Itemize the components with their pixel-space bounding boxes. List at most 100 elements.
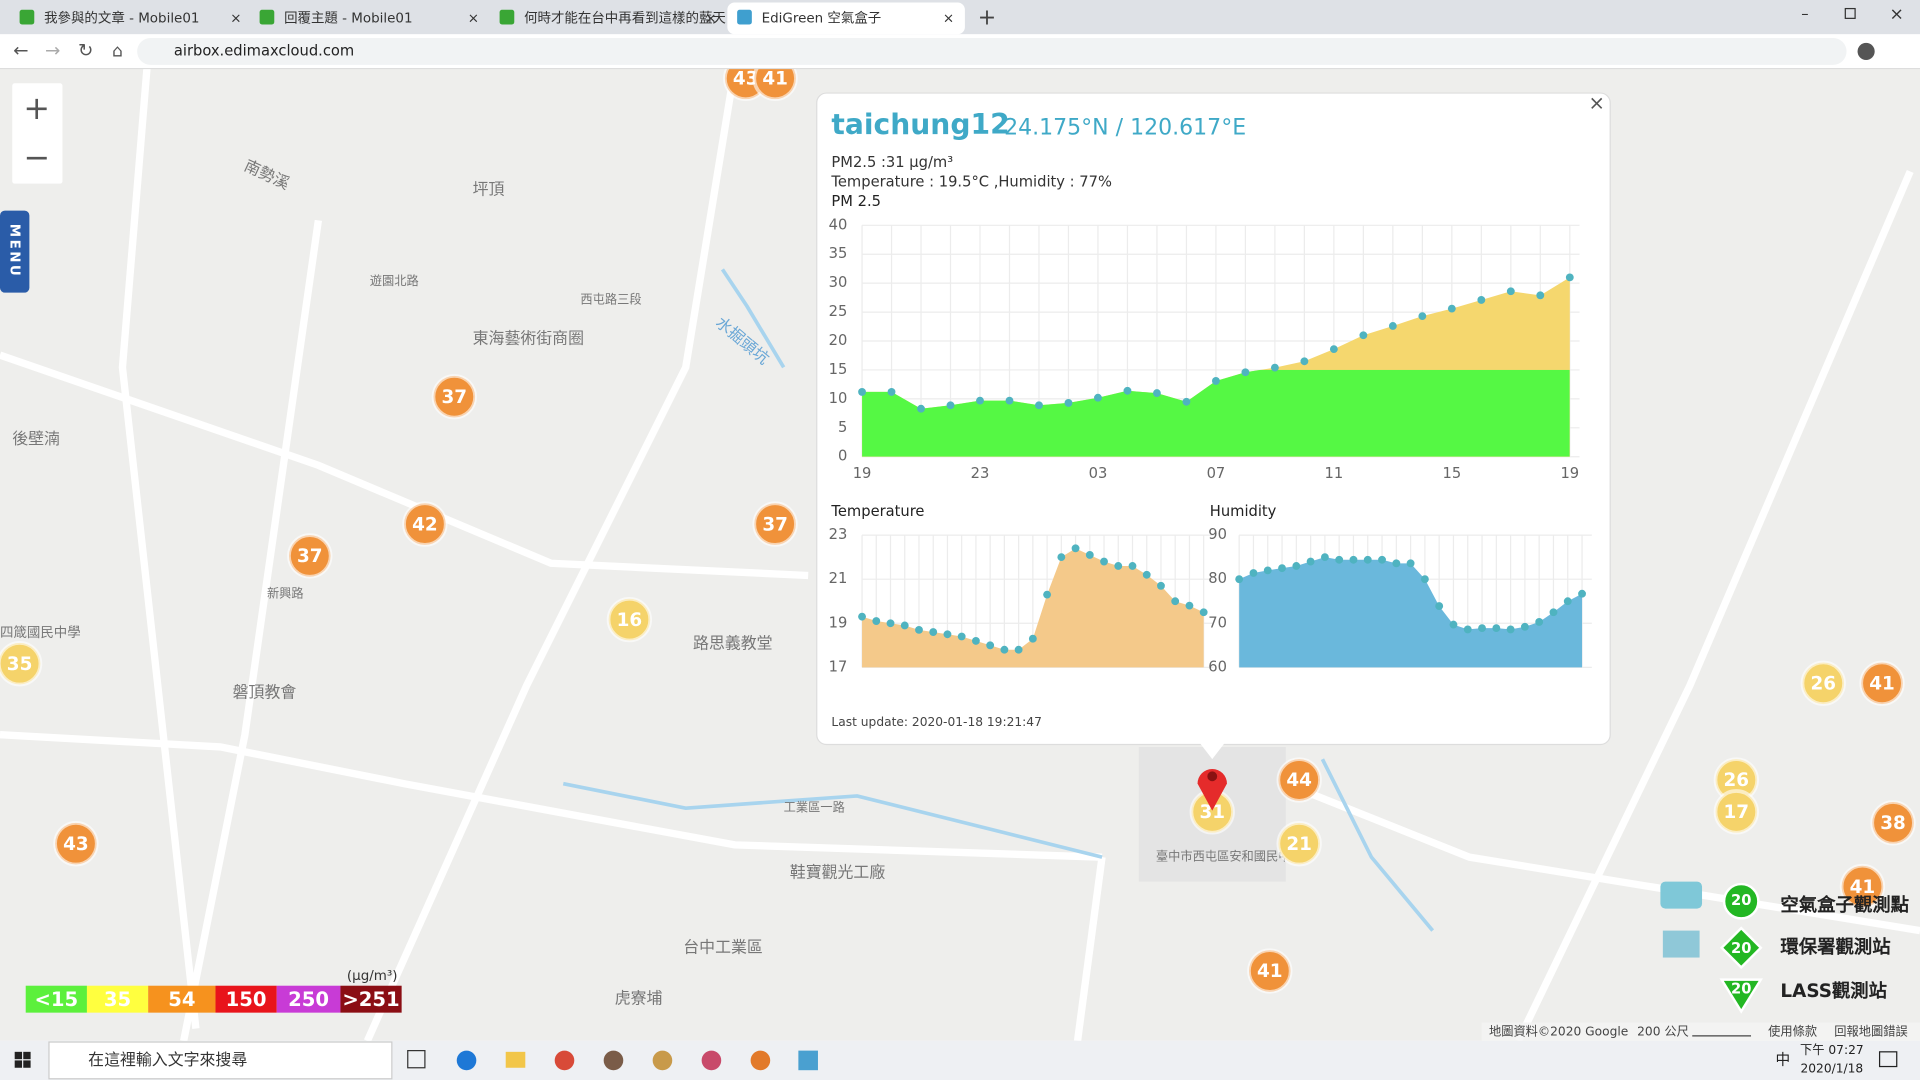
point [1506, 625, 1515, 634]
aqi-marker[interactable] [1276, 757, 1322, 803]
point [1014, 645, 1023, 654]
point [1477, 296, 1486, 304]
aqi-marker[interactable] [0, 641, 43, 687]
clock-date[interactable]: 2020/1/18 [1800, 1061, 1863, 1075]
tab-title[interactable]: EdiGreen 空氣盒子 [762, 9, 882, 26]
station-coords: 24.175°N / 120.617°E [1004, 116, 1246, 141]
point [886, 619, 895, 628]
maximize[interactable] [1844, 7, 1856, 19]
app[interactable] [750, 1050, 771, 1071]
point [1406, 559, 1415, 568]
omnibox[interactable] [137, 37, 1847, 65]
app[interactable] [407, 1050, 426, 1069]
point [1535, 618, 1544, 626]
y-tick-label: 17 [829, 658, 848, 675]
app[interactable] [701, 1050, 722, 1071]
point [1418, 312, 1427, 321]
badge-label: 20 [1731, 980, 1751, 997]
y-tick-label: 25 [829, 303, 848, 320]
map-label: 東海藝術街商圈 [473, 329, 584, 348]
tab-close[interactable]: × [705, 11, 716, 26]
aqi-marker-label: 41 [1850, 877, 1876, 898]
point [1235, 575, 1244, 584]
point [1114, 562, 1123, 570]
profile[interactable] [1857, 42, 1875, 60]
tab-close[interactable]: × [468, 11, 479, 26]
aqi-marker-label: 43 [63, 834, 89, 855]
point [929, 628, 938, 636]
minimize[interactable]: – [1801, 6, 1808, 23]
home[interactable]: ⌂ [112, 41, 123, 61]
aqi-marker[interactable] [606, 596, 653, 643]
aqi-marker[interactable] [752, 501, 798, 547]
aqi-marker[interactable] [1276, 821, 1322, 867]
aqi-marker[interactable] [402, 501, 448, 547]
app[interactable] [554, 1050, 575, 1071]
tab-close[interactable]: × [230, 11, 241, 26]
legend-label: <15 [34, 988, 78, 1011]
active-tab[interactable] [727, 2, 965, 35]
zoom-in[interactable]: + [23, 89, 50, 127]
point [1378, 555, 1386, 564]
app[interactable] [652, 1050, 673, 1071]
map-label: 後壁湳 [12, 429, 60, 448]
point [1263, 566, 1272, 575]
epa-icon [1662, 930, 1700, 958]
close-button[interactable]: × [1589, 92, 1605, 115]
favicon [259, 9, 275, 25]
zoom-out[interactable]: − [23, 138, 50, 176]
point [1171, 597, 1180, 606]
app[interactable] [603, 1050, 624, 1071]
reload[interactable]: ↻ [78, 40, 93, 61]
map-label: 遊園北路 [370, 273, 419, 288]
point [1005, 396, 1014, 405]
app[interactable] [505, 1051, 526, 1068]
search-box[interactable] [48, 1041, 393, 1080]
aqi-marker[interactable] [287, 533, 333, 579]
new-tab[interactable]: + [978, 5, 996, 30]
clock-time[interactable]: 下午 07:27 [1800, 1043, 1864, 1057]
aqi-marker[interactable] [1859, 660, 1905, 706]
x-tick-label: 15 [1442, 465, 1461, 482]
close-window[interactable]: × [1890, 5, 1904, 25]
app[interactable] [456, 1050, 477, 1071]
aqi-marker[interactable] [1247, 948, 1293, 994]
aqi-marker[interactable] [1800, 660, 1846, 706]
tab-title[interactable]: 我參與的文章 - Mobile01 [44, 9, 199, 26]
aqi-marker-label: 41 [1257, 961, 1283, 982]
airbox-icon [1660, 881, 1703, 909]
map-label: 西屯路三段 [580, 292, 641, 307]
app[interactable] [798, 1050, 818, 1071]
point [1035, 401, 1043, 410]
tab-title[interactable]: 何時才能在台中再看到這樣的藍天 [524, 9, 726, 26]
footer-bg [1481, 1022, 1920, 1041]
aqi-marker[interactable] [431, 374, 477, 420]
favicon [737, 9, 752, 25]
forward[interactable]: → [45, 40, 60, 61]
point [1199, 608, 1208, 617]
aqi-marker-label: 31 [1199, 802, 1225, 823]
aqi-marker-label: 26 [1724, 770, 1750, 791]
url[interactable]: airbox.edimaxcloud.com [174, 42, 354, 59]
ime[interactable]: 中 [1776, 1051, 1791, 1068]
tab-close[interactable]: × [943, 11, 954, 26]
menu-button[interactable] [0, 210, 30, 293]
point [1306, 557, 1315, 566]
tab-title[interactable]: 回覆主題 - Mobile01 [284, 10, 412, 26]
point [1100, 557, 1108, 566]
aqi-marker[interactable] [1839, 863, 1886, 910]
start[interactable] [14, 1051, 31, 1068]
y-tick-label: 35 [829, 245, 848, 262]
map-label: 工業區一路 [784, 800, 845, 815]
map-footer[interactable]: 回報地圖錯誤 [1834, 1024, 1907, 1039]
notifications[interactable] [1878, 1051, 1898, 1068]
pin[interactable] [1197, 768, 1227, 811]
aqi-marker[interactable] [1870, 800, 1916, 846]
aqi-marker[interactable] [1713, 789, 1759, 835]
point [1563, 597, 1572, 606]
y-tick-label: 60 [1208, 658, 1227, 675]
map-footer[interactable]: 使用條款 [1768, 1024, 1817, 1039]
back[interactable]: ← [13, 40, 28, 61]
aqi-marker[interactable] [53, 821, 99, 867]
